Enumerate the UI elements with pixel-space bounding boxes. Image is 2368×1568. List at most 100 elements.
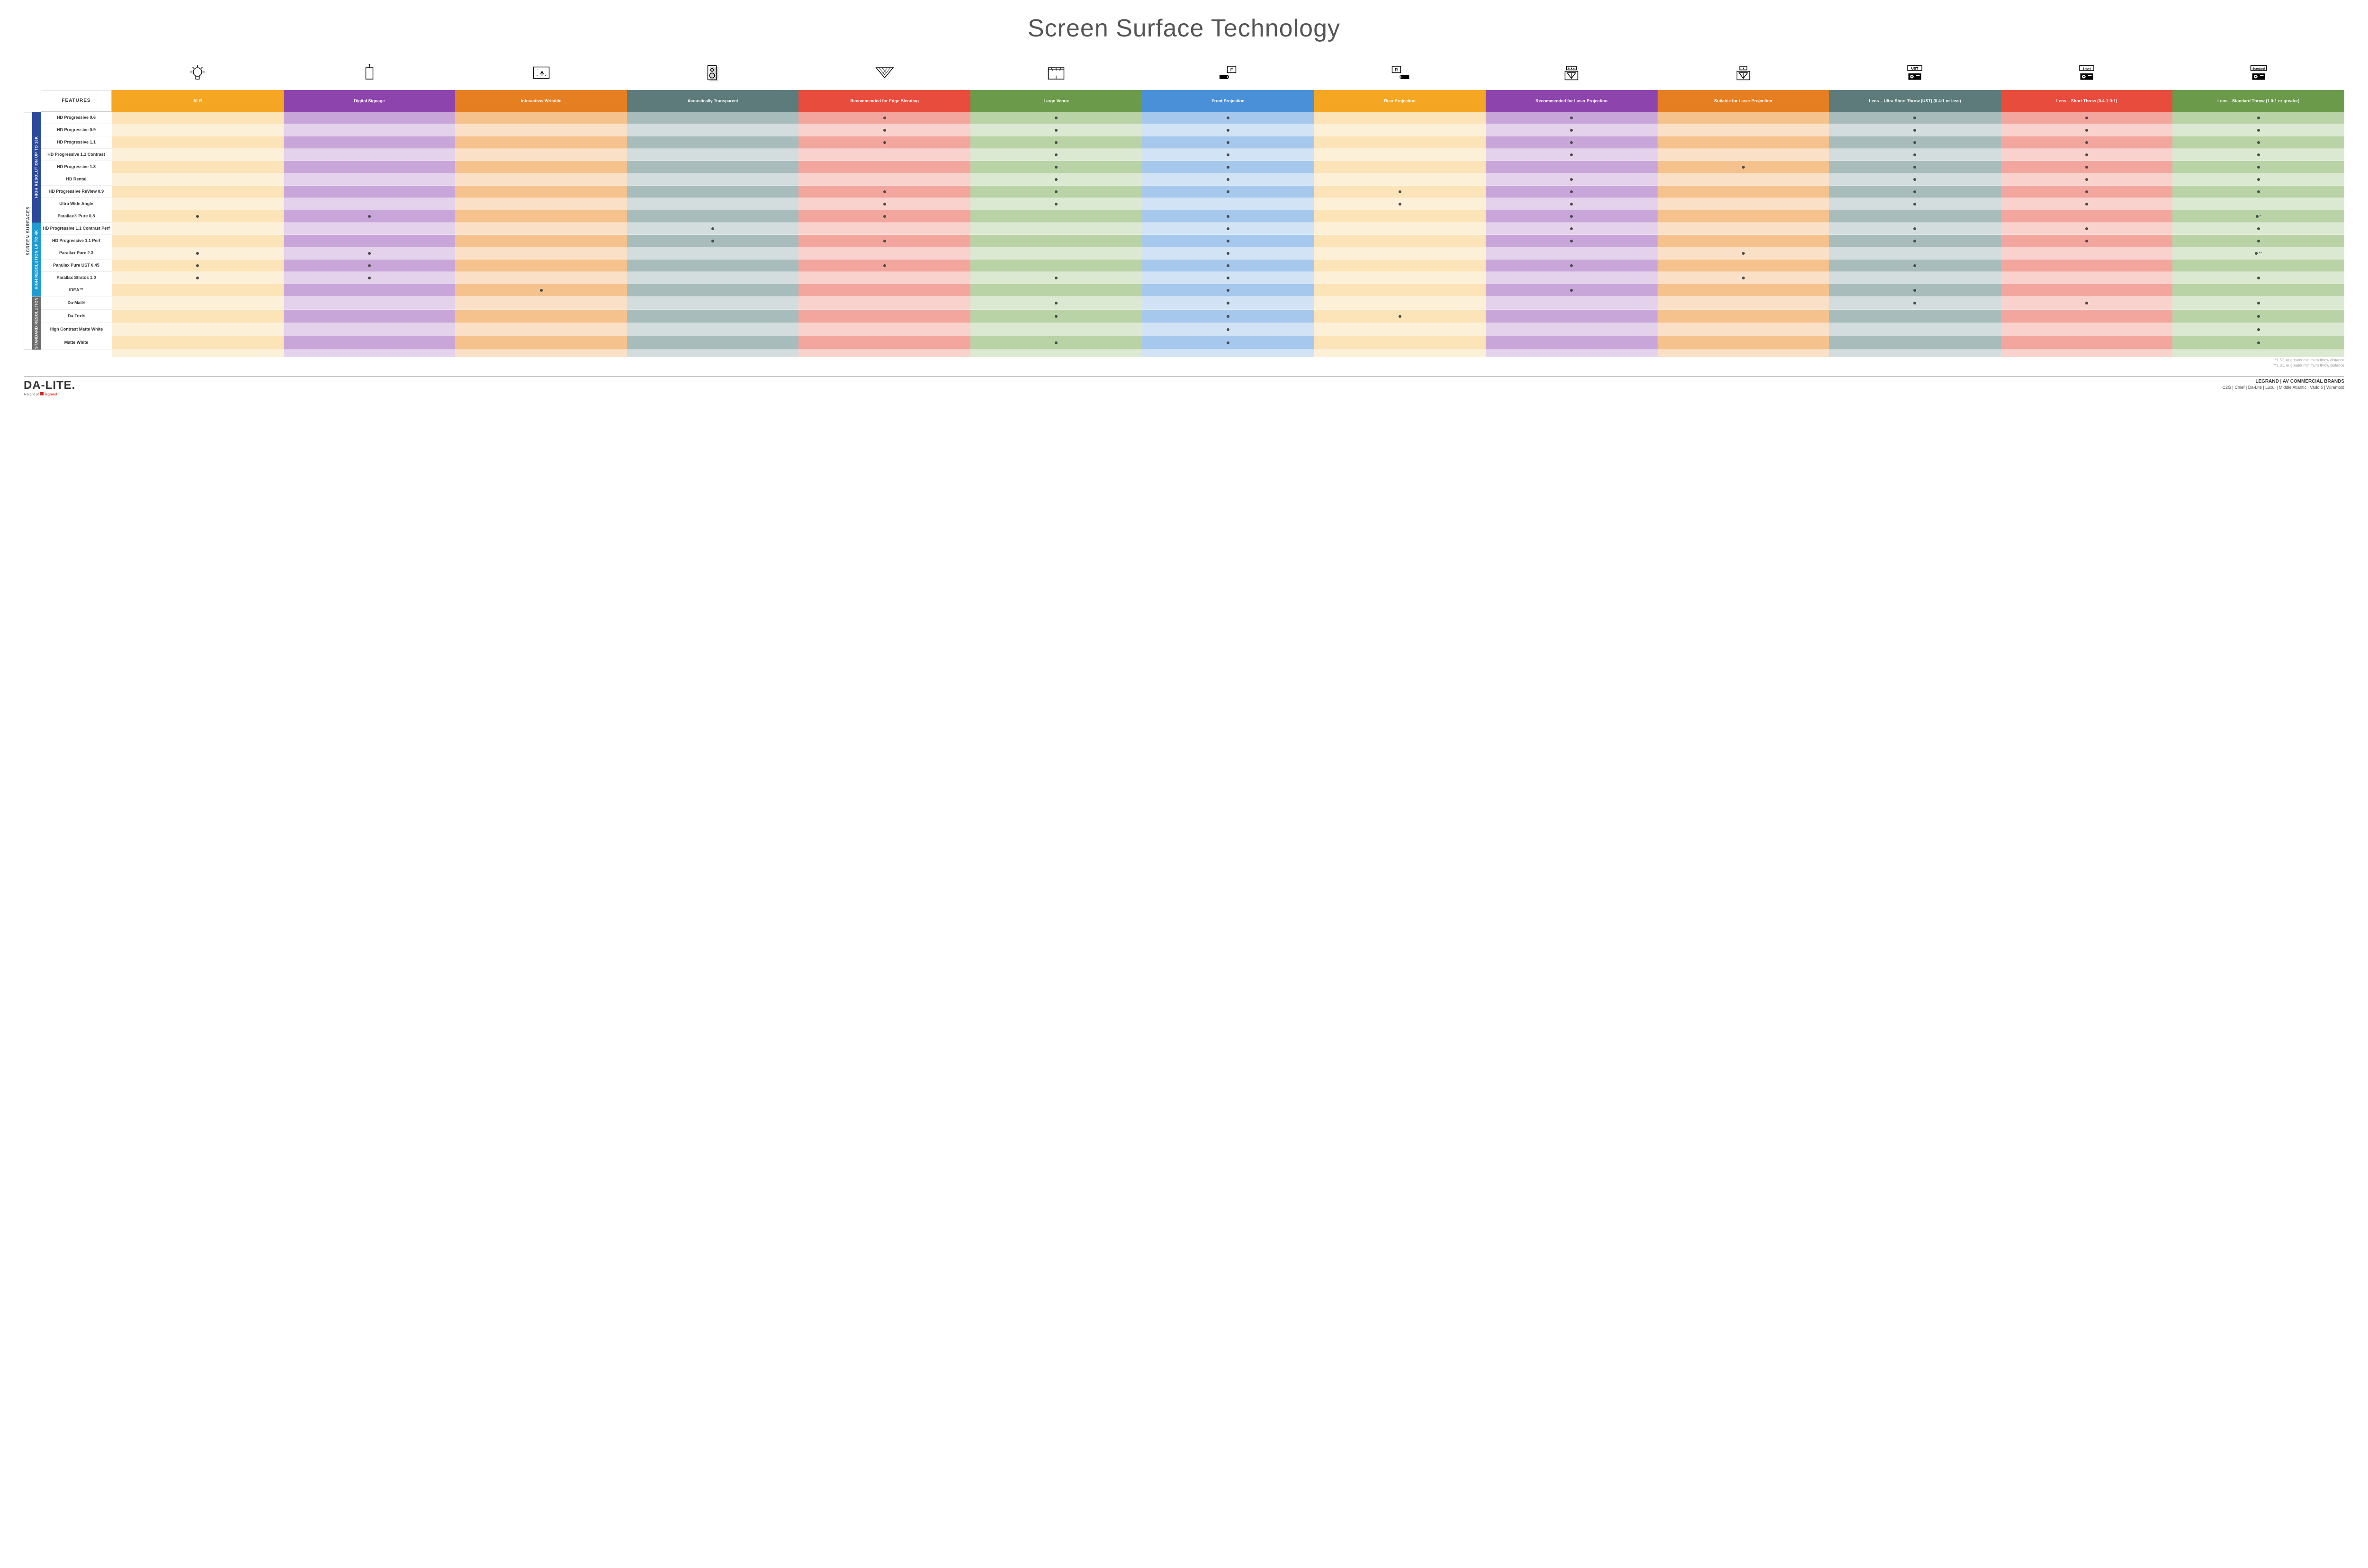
- cell-large: [970, 260, 1142, 272]
- cell-acoustic: [627, 173, 799, 186]
- cell-short: [2001, 210, 2173, 223]
- cell-suitlaser: [1658, 198, 1830, 210]
- cell-alr: [112, 223, 284, 235]
- cell-edge: [798, 210, 970, 223]
- cell-short: [2001, 136, 2173, 149]
- category-label: STANDARD RESOLUTION: [32, 296, 41, 349]
- signage-icon: [284, 57, 456, 90]
- cell-signage: [284, 161, 456, 173]
- cell-acoustic: [627, 124, 799, 136]
- cell-large: [970, 272, 1142, 284]
- cell-interactive: [455, 247, 627, 260]
- cell-interactive: [455, 198, 627, 210]
- cell-signage: [284, 223, 456, 235]
- cell-reclaser: [1486, 272, 1658, 284]
- col-header-edge: Recommended for Edge Blending: [798, 90, 970, 112]
- cell-reclaser: [1486, 323, 1658, 336]
- cell-rear: [1314, 112, 1486, 124]
- cell-alr: [112, 124, 284, 136]
- cell-suitlaser: [1658, 284, 1830, 296]
- cell-reclaser: [1486, 210, 1658, 223]
- cell-rear: [1314, 136, 1486, 149]
- cell-ust: [1829, 296, 2001, 310]
- cell-rear: [1314, 247, 1486, 260]
- cell-rear: [1314, 310, 1486, 323]
- cell-suitlaser: [1658, 310, 1830, 323]
- row-label: HD Rental: [41, 173, 112, 186]
- cell-reclaser: [1486, 173, 1658, 186]
- cell-alr: [112, 161, 284, 173]
- cell-front: [1142, 161, 1314, 173]
- svg-text:UST: UST: [1911, 66, 1919, 71]
- spacer-cell: [798, 349, 970, 357]
- brands-title: LEGRAND | AV COMMERCIAL BRANDS: [2223, 379, 2344, 384]
- row-label: Da-Mat®: [41, 296, 112, 310]
- cell-ust: [1829, 284, 2001, 296]
- cell-front: [1142, 223, 1314, 235]
- cell-short: [2001, 112, 2173, 124]
- cell-front: [1142, 235, 1314, 247]
- row-label: HD Progressive 1.1: [41, 136, 112, 149]
- cell-acoustic: [627, 210, 799, 223]
- cell-interactive: [455, 210, 627, 223]
- cell-suitlaser: [1658, 323, 1830, 336]
- cell-large: [970, 284, 1142, 296]
- cell-std: [2172, 223, 2344, 235]
- cell-front: [1142, 310, 1314, 323]
- cell-reclaser: [1486, 186, 1658, 198]
- col-header-front: Front Projection: [1142, 90, 1314, 112]
- cell-reclaser: [1486, 310, 1658, 323]
- cell-ust: [1829, 149, 2001, 161]
- cell-reclaser: [1486, 149, 1658, 161]
- cell-rear: [1314, 124, 1486, 136]
- cell-alr: [112, 136, 284, 149]
- cell-large: [970, 161, 1142, 173]
- cell-short: [2001, 310, 2173, 323]
- cell-rear: [1314, 173, 1486, 186]
- cell-signage: [284, 247, 456, 260]
- cell-large: [970, 223, 1142, 235]
- cell-ust: [1829, 247, 2001, 260]
- cell-rear: [1314, 198, 1486, 210]
- cell-edge: [798, 124, 970, 136]
- cell-edge: [798, 284, 970, 296]
- cell-alr: [112, 336, 284, 349]
- row-label: Parallax Pure 2.3: [41, 247, 112, 260]
- cell-edge: [798, 260, 970, 272]
- cell-short: [2001, 161, 2173, 173]
- row-label: HD Progressive 1.1 Contrast: [41, 149, 112, 161]
- col-header-suitlaser: Suitable for Laser Projection: [1658, 90, 1830, 112]
- cell-suitlaser: [1658, 260, 1830, 272]
- cell-interactive: [455, 310, 627, 323]
- cell-std: [2172, 112, 2344, 124]
- cell-interactive: [455, 149, 627, 161]
- cell-std: [2172, 323, 2344, 336]
- cell-suitlaser: [1658, 149, 1830, 161]
- cell-alr: [112, 260, 284, 272]
- footnotes: *1.5:1 or greater minimum throw distance…: [24, 358, 2344, 368]
- cell-interactive: [455, 186, 627, 198]
- cell-signage: [284, 173, 456, 186]
- outer-label: SCREEN SURFACES: [24, 112, 32, 349]
- cell-suitlaser: [1658, 296, 1830, 310]
- touch-icon: [455, 57, 627, 90]
- footer-brands: LEGRAND | AV COMMERCIAL BRANDS C2G | Chi…: [2223, 379, 2344, 390]
- cell-front: [1142, 247, 1314, 260]
- cell-std: [2172, 161, 2344, 173]
- cell-ust: [1829, 161, 2001, 173]
- cell-acoustic: [627, 284, 799, 296]
- cell-std: [2172, 198, 2344, 210]
- cell-front: [1142, 198, 1314, 210]
- cell-front: [1142, 210, 1314, 223]
- cell-suitlaser: [1658, 272, 1830, 284]
- col-header-alr: ALR: [112, 90, 284, 112]
- cell-std: **: [2172, 247, 2344, 260]
- cell-edge: [798, 272, 970, 284]
- cell-suitlaser: [1658, 186, 1830, 198]
- row-label: Parallax Pure UST 0.45: [41, 260, 112, 272]
- cell-interactive: [455, 136, 627, 149]
- cell-acoustic: [627, 296, 799, 310]
- brands-list: C2G | Chief | Da-Lite | Luxul | Middle A…: [2223, 385, 2344, 390]
- cell-reclaser: [1486, 112, 1658, 124]
- cell-acoustic: [627, 272, 799, 284]
